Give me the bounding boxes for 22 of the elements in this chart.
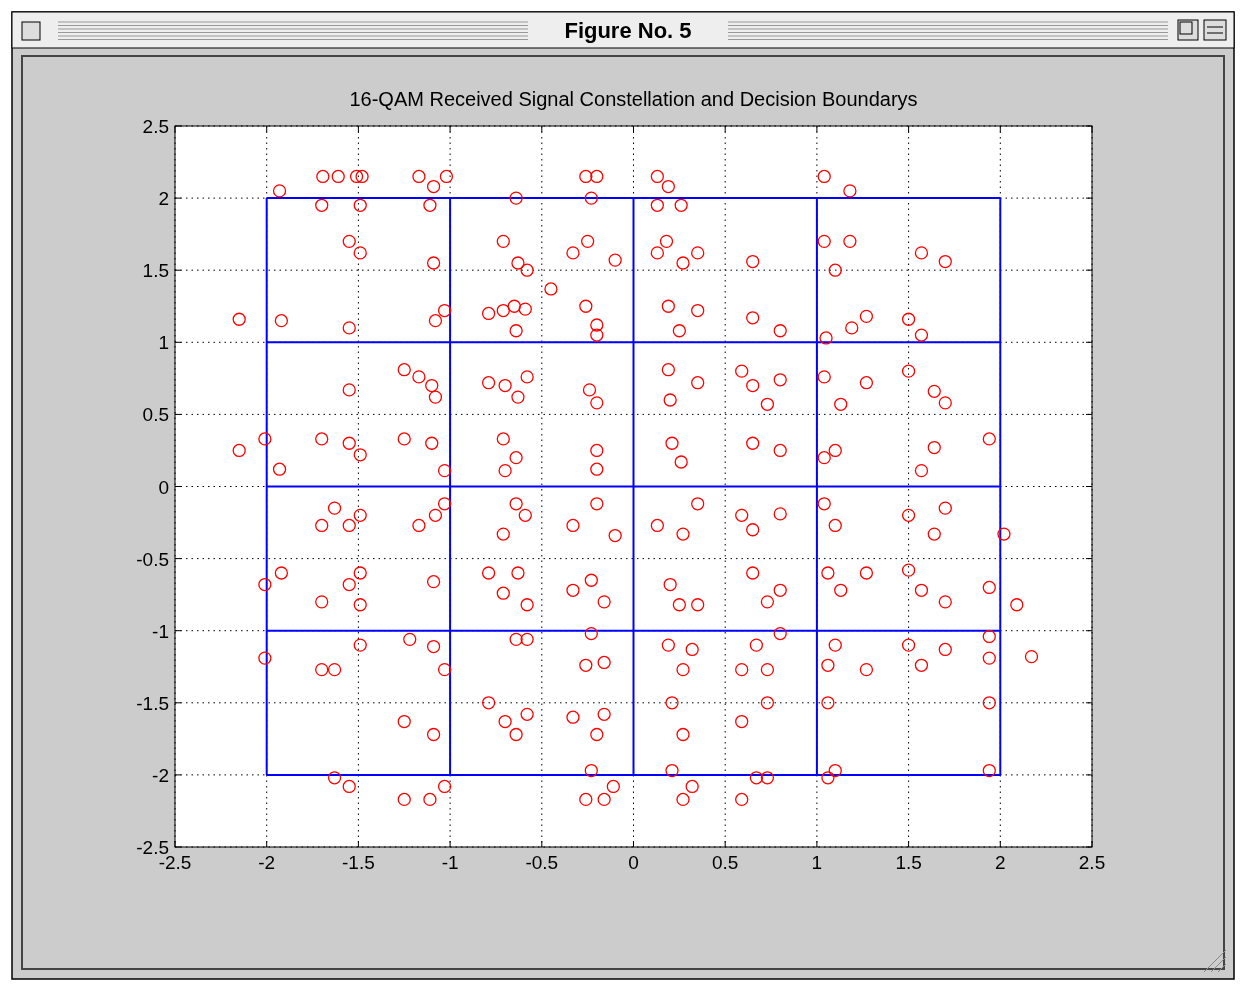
x-tick-label: 2.5 bbox=[1078, 852, 1106, 873]
y-tick-label: 1.5 bbox=[142, 260, 169, 282]
x-tick-label: 0 bbox=[628, 852, 639, 873]
x-tick-label: 0.5 bbox=[711, 852, 739, 873]
chart-title: 16-QAM Received Signal Constellation and Decision Boundarys bbox=[349, 88, 918, 110]
y-tick-label: -0.5 bbox=[136, 548, 169, 570]
y-tick-label: 0.5 bbox=[142, 404, 169, 426]
y-tick-label: -1.5 bbox=[136, 692, 169, 714]
x-tick-label: -1 bbox=[441, 852, 459, 873]
x-tick-label: -0.5 bbox=[525, 852, 559, 873]
y-tick-label: -2 bbox=[152, 764, 169, 786]
text: Figure No. 5 bbox=[564, 18, 692, 43]
y-tick-label: 2 bbox=[158, 188, 169, 210]
y-tick-label: 2.5 bbox=[142, 116, 169, 137]
y-tick-label: 1 bbox=[158, 332, 169, 354]
x-tick-label: -2 bbox=[258, 852, 276, 873]
y-tick-label: 0 bbox=[158, 476, 169, 498]
x-tick-label: -1.5 bbox=[342, 852, 375, 873]
x-tick-label: 1.5 bbox=[895, 852, 922, 873]
x-tick-label: 1 bbox=[811, 852, 823, 873]
x-tick-label: 2 bbox=[995, 852, 1006, 873]
y-tick-label: -1 bbox=[152, 620, 169, 642]
